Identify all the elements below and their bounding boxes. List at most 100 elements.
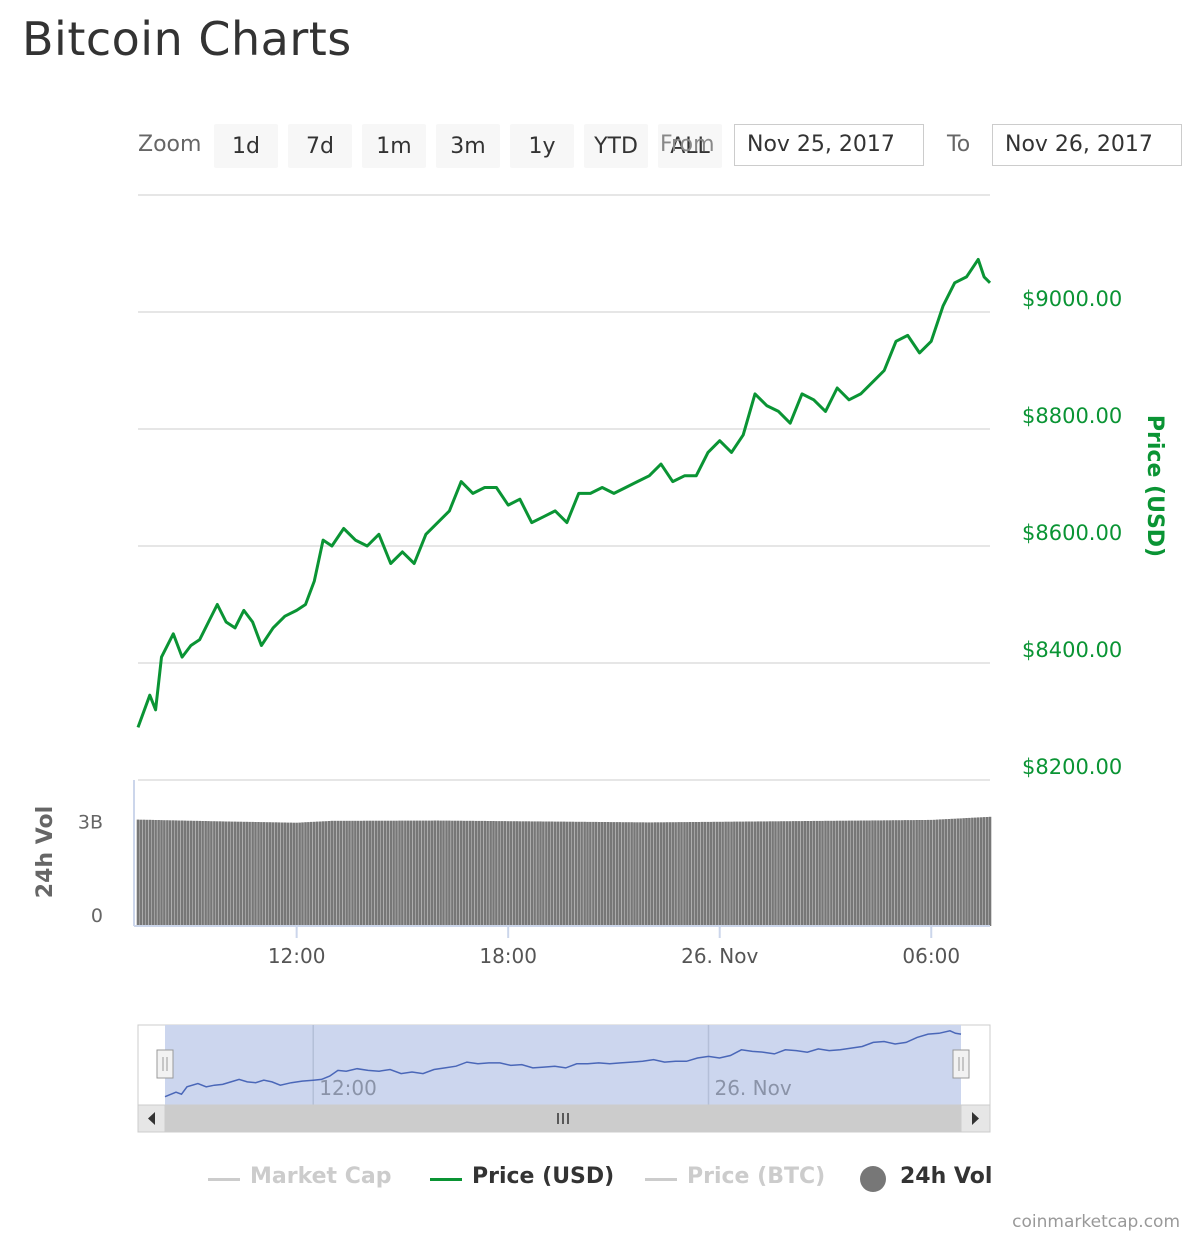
volume-bar [941,819,945,926]
volume-bar [172,820,175,926]
volume-bar [145,819,149,926]
volume-bar [521,821,525,926]
volume-bar [221,821,225,926]
legend-market-cap[interactable]: Market Cap [208,1164,398,1196]
volume-bar [645,822,648,926]
volume-tick-label: 3B [78,812,103,834]
volume-bar [254,822,257,926]
volume-bar [227,821,231,926]
volume-bar [633,822,636,926]
zoom-button-1m[interactable]: 1m [362,124,426,168]
zoom-button-7d[interactable]: 7d [288,124,352,168]
volume-bar [733,821,736,926]
volume-bar [709,821,713,926]
volume-bar [606,822,610,926]
legend-dot-icon [860,1166,886,1192]
to-date-input[interactable]: Nov 26, 2017 [992,124,1182,166]
volume-bar [592,821,595,926]
volume-bar [609,822,613,926]
volume-bar [465,820,469,926]
volume-bar [900,820,904,926]
volume-bar [219,821,222,926]
volume-bar [160,820,163,926]
volume-bar [921,820,924,926]
navigator-scrollbar[interactable] [137,1104,991,1133]
price-tick-label: $9000.00 [1022,287,1122,311]
volume-bar [630,822,633,926]
volume-bar [668,822,672,926]
volume-bar [142,819,146,926]
volume-bar [409,820,413,926]
volume-bar [139,819,143,926]
volume-bar [418,820,422,926]
navigator-selection[interactable] [165,1025,961,1105]
price-series-line [136,257,992,728]
volume-bar [736,821,739,926]
zoom-button-all[interactable]: ALL [658,124,722,168]
volume-bar [968,817,971,926]
volume-bar [762,821,766,926]
volume-bar [671,822,674,926]
volume-bar [683,822,686,926]
volume-axis-title: 24h Vol [33,806,58,898]
volume-bar [230,821,234,926]
volume-bar [239,821,243,926]
volume-bar [542,821,545,926]
volume-bar [636,822,639,926]
volume-bar [565,821,569,926]
volume-bar [885,820,889,926]
zoom-button-3m[interactable]: 3m [436,124,500,168]
volume-bar [744,821,748,926]
volume-bar [351,820,354,926]
volume-bar [251,821,254,926]
volume-bar [659,822,663,926]
legend-label: 24h Vol [900,1164,993,1189]
zoom-button-1d[interactable]: 1d [214,124,278,168]
x-tick-label: 26. Nov [681,944,758,968]
volume-bar [339,820,342,926]
volume-bar [268,822,272,926]
volume-bar [656,822,660,926]
volume-bar [686,822,689,926]
volume-bar [953,818,956,926]
credits-link[interactable]: coinmarketcap.com [1012,1212,1180,1232]
volume-bar [868,820,871,926]
legend-label: Price (BTC) [687,1164,826,1189]
volume-bar [747,821,751,926]
volume-bar [642,822,645,926]
volume-bar [439,820,442,926]
legend-line-icon [645,1178,677,1181]
volume-bar [721,821,724,926]
volume-bar [856,820,860,926]
zoom-button-1y[interactable]: 1y [510,124,574,168]
legend-24h-vol[interactable]: 24h Vol [860,1164,994,1196]
legend-price-btc[interactable]: Price (BTC) [645,1164,835,1196]
from-date-input[interactable]: Nov 25, 2017 [734,124,924,166]
legend-price-usd[interactable]: Price (USD) [430,1164,620,1196]
navigator-handle-left[interactable] [156,1049,174,1079]
volume-bar [548,821,551,926]
volume-bar [207,821,210,926]
volume-bar [136,819,140,926]
volume-bar [524,821,528,926]
volume-bar [445,820,448,926]
navigator-handle-right[interactable] [952,1049,970,1079]
scroll-right-button[interactable] [960,1104,991,1133]
volume-bar [615,822,619,926]
volume-bar [915,820,918,926]
volume-bar [274,822,278,926]
volume-bar [545,821,548,926]
volume-bar [618,822,622,926]
volume-bar [421,820,425,926]
volume-bar [677,822,680,926]
volume-bar [918,820,921,926]
volume-bar [307,822,310,926]
zoom-button-ytd[interactable]: YTD [584,124,648,168]
volume-bar [177,820,181,926]
volume-bar [298,822,301,926]
volume-bar [897,820,901,926]
to-label: To [947,132,971,157]
volume-bar [216,821,219,926]
navigator[interactable]: 12:00 26. Nov [137,1024,991,1106]
